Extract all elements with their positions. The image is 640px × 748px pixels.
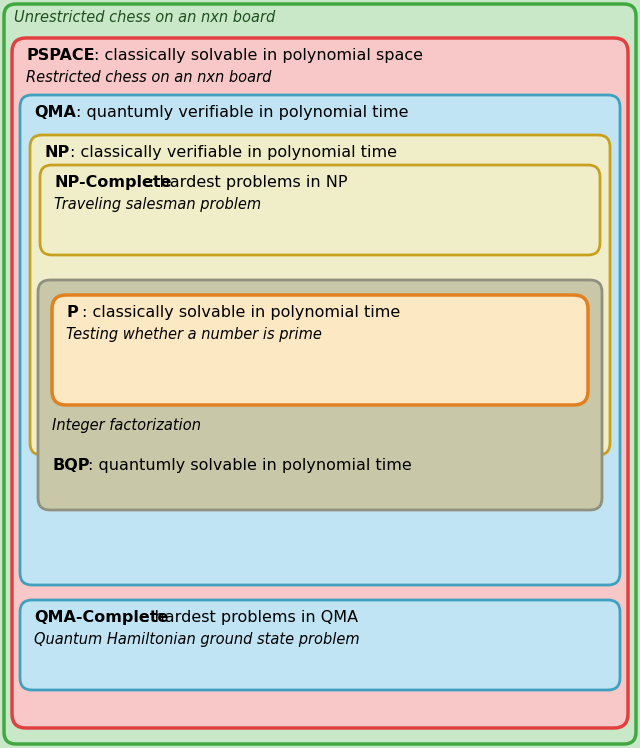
FancyBboxPatch shape <box>4 4 636 744</box>
FancyBboxPatch shape <box>20 600 620 690</box>
Text: : quantumly verifiable in polynomial time: : quantumly verifiable in polynomial tim… <box>76 105 408 120</box>
Text: Unrestricted chess on an nxn board: Unrestricted chess on an nxn board <box>14 10 275 25</box>
FancyBboxPatch shape <box>30 135 610 455</box>
Text: Integer factorization: Integer factorization <box>52 418 201 433</box>
Text: : classically solvable in polynomial time: : classically solvable in polynomial tim… <box>82 305 400 320</box>
Text: Quantum Hamiltonian ground state problem: Quantum Hamiltonian ground state problem <box>34 632 360 647</box>
Text: P: P <box>66 305 77 320</box>
FancyBboxPatch shape <box>12 38 628 728</box>
FancyBboxPatch shape <box>20 95 620 585</box>
Text: QMA-Complete: QMA-Complete <box>34 610 168 625</box>
Text: Traveling salesman problem: Traveling salesman problem <box>54 197 261 212</box>
Text: NP: NP <box>44 145 69 160</box>
Text: Restricted chess on an nxn board: Restricted chess on an nxn board <box>26 70 271 85</box>
FancyBboxPatch shape <box>38 280 602 510</box>
Text: : hardest problems in NP: : hardest problems in NP <box>149 175 348 190</box>
Text: : classically solvable in polynomial space: : classically solvable in polynomial spa… <box>94 48 423 63</box>
Text: QMA: QMA <box>34 105 76 120</box>
Text: : hardest problems in QMA: : hardest problems in QMA <box>144 610 358 625</box>
Text: : classically verifiable in polynomial time: : classically verifiable in polynomial t… <box>70 145 397 160</box>
Text: BQP: BQP <box>52 458 90 473</box>
Text: Testing whether a number is prime: Testing whether a number is prime <box>66 327 322 342</box>
Text: : quantumly solvable in polynomial time: : quantumly solvable in polynomial time <box>88 458 412 473</box>
FancyBboxPatch shape <box>40 165 600 255</box>
Text: PSPACE: PSPACE <box>26 48 95 63</box>
FancyBboxPatch shape <box>52 295 588 405</box>
Text: NP-Complete: NP-Complete <box>54 175 172 190</box>
